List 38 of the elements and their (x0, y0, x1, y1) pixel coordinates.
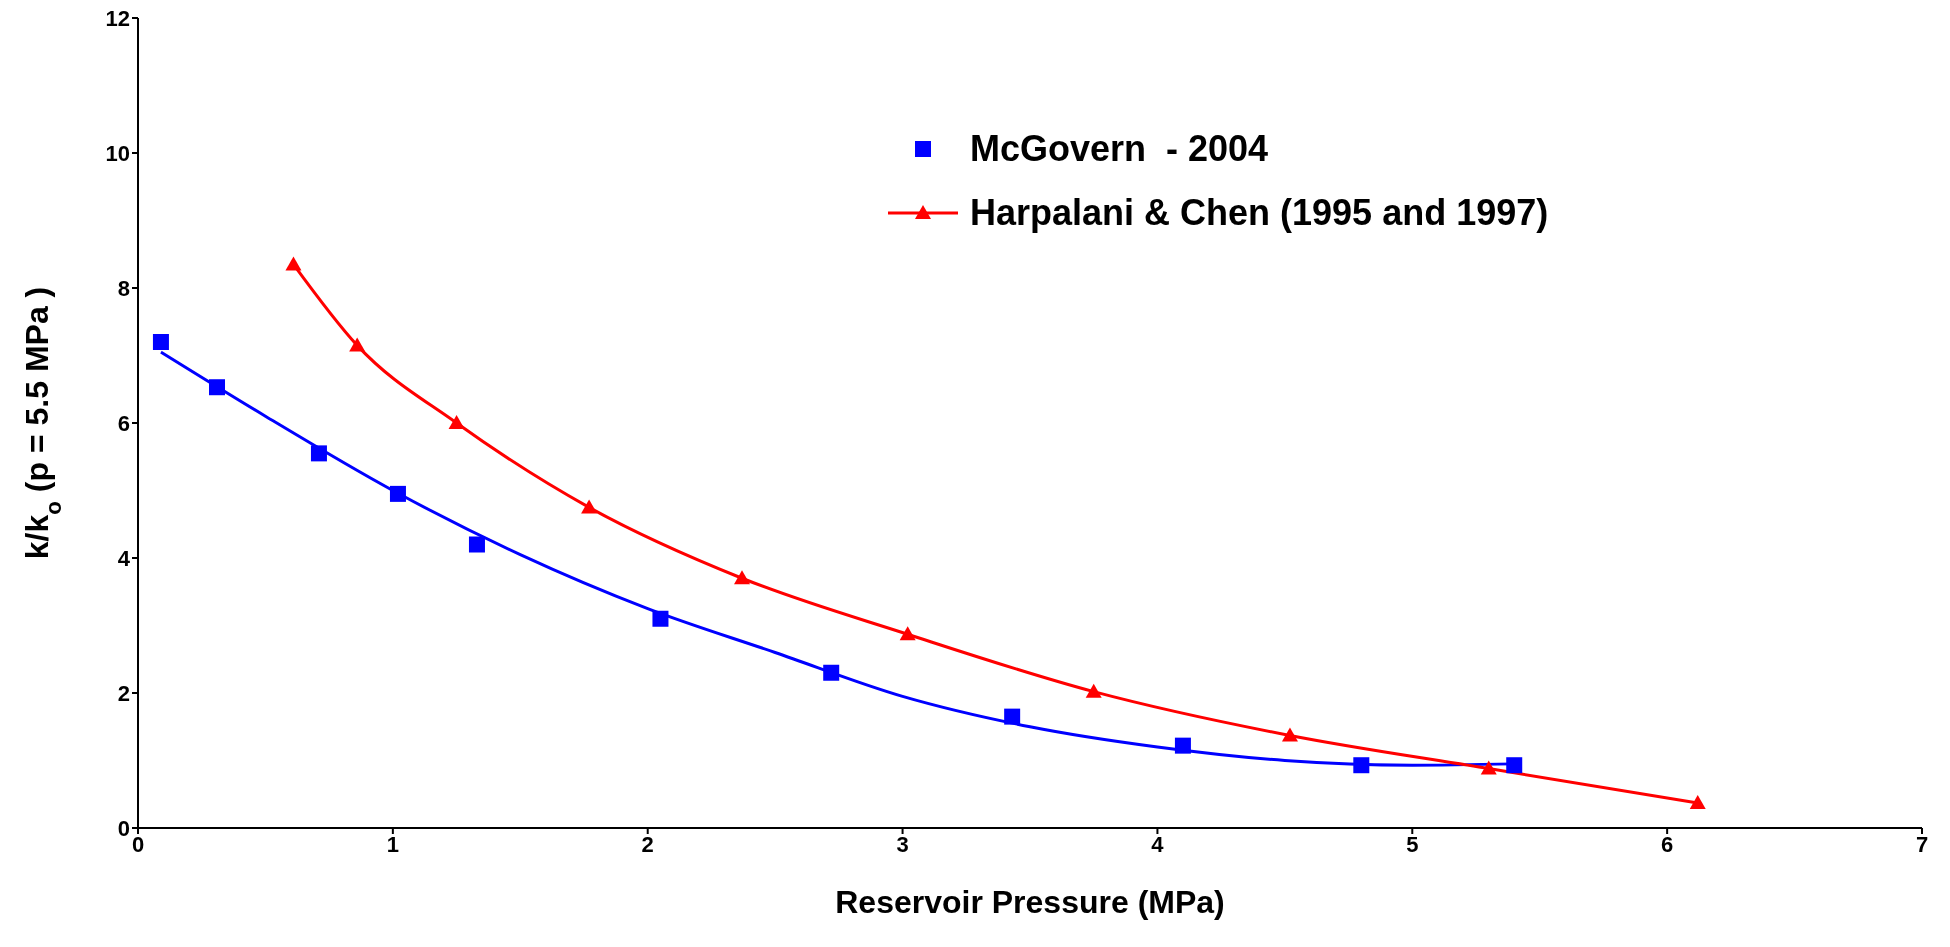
point (899, 626, 916, 641)
point (1281, 727, 1298, 742)
point (468, 536, 485, 553)
point (1085, 683, 1102, 698)
point (209, 379, 226, 396)
point (823, 664, 840, 681)
y-tick-label: 2 (117, 680, 130, 706)
point (152, 334, 169, 350)
y-tick-label: 4 (117, 545, 131, 571)
point (448, 415, 465, 429)
point (349, 337, 366, 352)
point (1480, 760, 1497, 775)
point (1004, 708, 1021, 725)
point (389, 485, 406, 502)
x-tick-label: 3 (896, 831, 909, 857)
point (285, 256, 302, 271)
x-tick-label: 7 (1915, 831, 1929, 857)
legend-label: Harpalani & Chen (1995 and 1997) (970, 192, 1549, 234)
x-tick-label: 5 (1406, 831, 1419, 857)
x-tick-label: 6 (1661, 831, 1674, 857)
legend-label: McGovern - 2004 (970, 128, 1269, 170)
point (652, 610, 669, 627)
y-tick-label: 0 (117, 815, 130, 841)
x-tick-label: 1 (386, 831, 399, 857)
point (1174, 737, 1191, 754)
point (581, 499, 598, 514)
y-tick-label: 8 (117, 275, 130, 301)
point (310, 445, 327, 462)
point (1353, 757, 1370, 774)
y-tick-label: 12 (105, 5, 130, 31)
x-tick-label: 4 (1151, 831, 1165, 857)
point (1689, 795, 1706, 810)
x-tick-label: 2 (641, 831, 654, 857)
point (1506, 757, 1523, 774)
y-tick-label: 6 (117, 410, 130, 436)
x-axis-title: Reservoir Pressure (MPa) (835, 884, 1225, 920)
y-tick-label: 10 (105, 140, 130, 166)
point (734, 570, 751, 585)
